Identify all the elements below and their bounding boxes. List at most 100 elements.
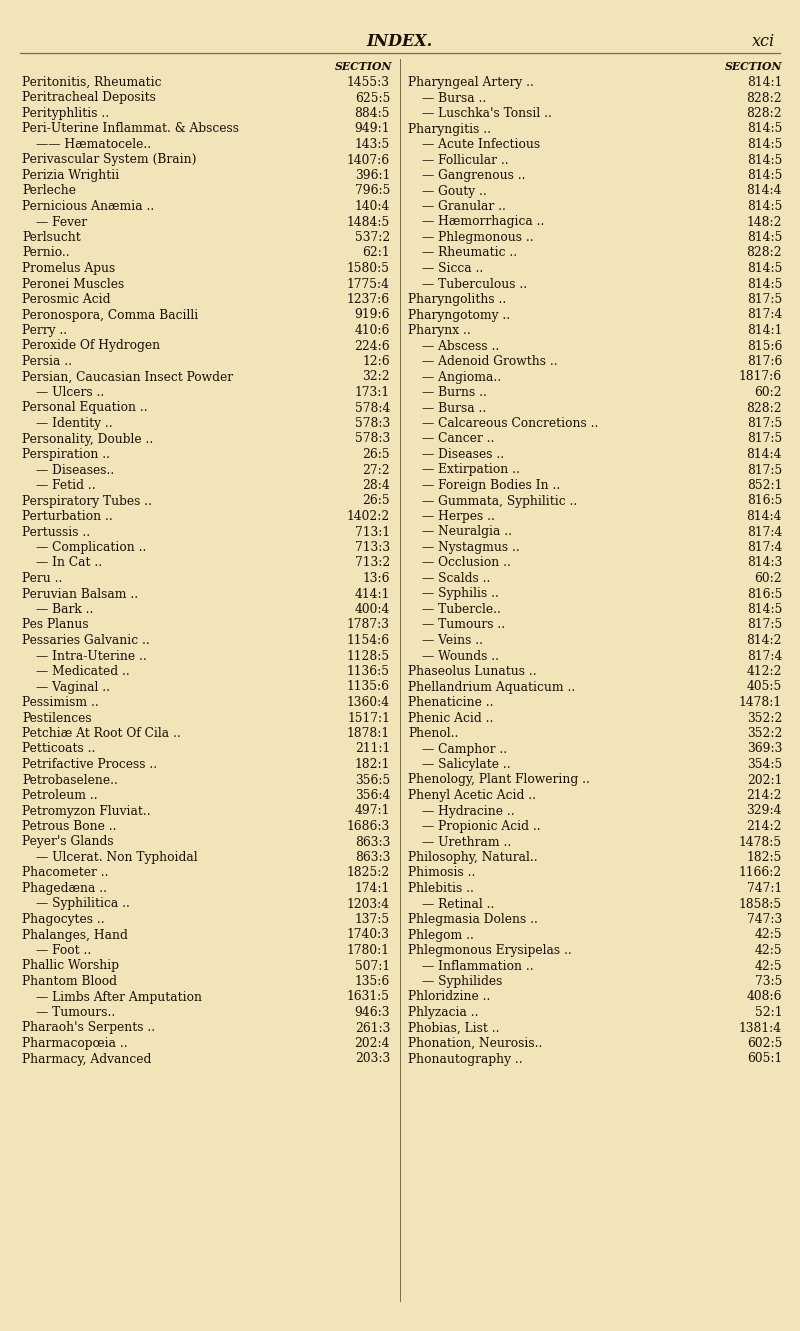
Text: Phonation, Neurosis..: Phonation, Neurosis.. [408, 1037, 542, 1050]
Text: 1631:5: 1631:5 [347, 990, 390, 1004]
Text: — Rheumatic ..: — Rheumatic .. [422, 246, 517, 260]
Text: — Diseases..: — Diseases.. [36, 463, 114, 476]
Text: Peritracheal Deposits: Peritracheal Deposits [22, 92, 156, 105]
Text: 1825:2: 1825:2 [346, 866, 390, 880]
Text: 211:1: 211:1 [354, 743, 390, 756]
Text: 747:3: 747:3 [746, 913, 782, 926]
Text: — Follicular ..: — Follicular .. [422, 153, 509, 166]
Text: — Syphilis ..: — Syphilis .. [422, 587, 499, 600]
Text: — Luschka's Tonsil ..: — Luschka's Tonsil .. [422, 106, 552, 120]
Text: Pharyngoliths ..: Pharyngoliths .. [408, 293, 506, 306]
Text: INDEX.: INDEX. [367, 33, 433, 51]
Text: — Gummata, Syphilitic ..: — Gummata, Syphilitic .. [422, 495, 578, 507]
Text: 12:6: 12:6 [362, 355, 390, 367]
Text: 946:3: 946:3 [354, 1006, 390, 1020]
Text: — Propionic Acid ..: — Propionic Acid .. [422, 820, 541, 833]
Text: — Foreign Bodies In ..: — Foreign Bodies In .. [422, 479, 560, 492]
Text: — Tumours..: — Tumours.. [36, 1006, 115, 1020]
Text: 202:4: 202:4 [354, 1037, 390, 1050]
Text: — Sicca ..: — Sicca .. [422, 262, 483, 276]
Text: 214:2: 214:2 [746, 820, 782, 833]
Text: 713:2: 713:2 [354, 556, 390, 570]
Text: 1686:3: 1686:3 [346, 820, 390, 833]
Text: Phellandrium Aquaticum ..: Phellandrium Aquaticum .. [408, 680, 575, 693]
Text: — Ulcerat. Non Typhoidal: — Ulcerat. Non Typhoidal [36, 851, 198, 864]
Text: Pessimism ..: Pessimism .. [22, 696, 98, 709]
Text: Pernicious Anæmia ..: Pernicious Anæmia .. [22, 200, 154, 213]
Text: 605:1: 605:1 [746, 1053, 782, 1066]
Text: Phagocytes ..: Phagocytes .. [22, 913, 105, 926]
Text: 814:2: 814:2 [746, 634, 782, 647]
Text: 405:5: 405:5 [746, 680, 782, 693]
Text: Perityphlitis ..: Perityphlitis .. [22, 106, 109, 120]
Text: 828:2: 828:2 [746, 402, 782, 414]
Text: — Complication ..: — Complication .. [36, 540, 146, 554]
Text: 852:1: 852:1 [746, 479, 782, 492]
Text: — Phlegmonous ..: — Phlegmonous .. [422, 232, 534, 244]
Text: 507:1: 507:1 [355, 960, 390, 973]
Text: 578:4: 578:4 [354, 402, 390, 414]
Text: 817:4: 817:4 [746, 650, 782, 663]
Text: Phaseolus Lunatus ..: Phaseolus Lunatus .. [408, 666, 537, 677]
Text: Perivascular System (Brain): Perivascular System (Brain) [22, 153, 197, 166]
Text: 173:1: 173:1 [355, 386, 390, 399]
Text: — Bursa ..: — Bursa .. [422, 92, 486, 105]
Text: — Abscess ..: — Abscess .. [422, 339, 499, 353]
Text: 143:5: 143:5 [354, 138, 390, 150]
Text: 224:6: 224:6 [354, 339, 390, 353]
Text: Perspiration ..: Perspiration .. [22, 449, 110, 461]
Text: — Tumours ..: — Tumours .. [422, 619, 505, 631]
Text: Promelus Apus: Promelus Apus [22, 262, 115, 276]
Text: — Cancer ..: — Cancer .. [422, 433, 494, 446]
Text: 814:5: 814:5 [746, 262, 782, 276]
Text: — Vaginal ..: — Vaginal .. [36, 680, 110, 693]
Text: 1878:1: 1878:1 [347, 727, 390, 740]
Text: Pernio..: Pernio.. [22, 246, 70, 260]
Text: — Retinal ..: — Retinal .. [422, 897, 494, 910]
Text: — Acute Infectious: — Acute Infectious [422, 138, 540, 150]
Text: 578:3: 578:3 [354, 433, 390, 446]
Text: — Adenoid Growths ..: — Adenoid Growths .. [422, 355, 558, 367]
Text: Pes Planus: Pes Planus [22, 619, 89, 631]
Text: — Angioma..: — Angioma.. [422, 370, 501, 383]
Text: 713:3: 713:3 [355, 540, 390, 554]
Text: 497:1: 497:1 [354, 804, 390, 817]
Text: 817:5: 817:5 [746, 293, 782, 306]
Text: Phlegom ..: Phlegom .. [408, 929, 474, 941]
Text: Pessaries Galvanic ..: Pessaries Galvanic .. [22, 634, 150, 647]
Text: Pestilences: Pestilences [22, 712, 92, 724]
Text: — Occlusion ..: — Occlusion .. [422, 556, 511, 570]
Text: 1402:2: 1402:2 [346, 510, 390, 523]
Text: 814:5: 814:5 [746, 122, 782, 136]
Text: 352:2: 352:2 [746, 712, 782, 724]
Text: 203:3: 203:3 [354, 1053, 390, 1066]
Text: 352:2: 352:2 [746, 727, 782, 740]
Text: 1775:4: 1775:4 [347, 277, 390, 290]
Text: Phalanges, Hand: Phalanges, Hand [22, 929, 128, 941]
Text: — In Cat ..: — In Cat .. [36, 556, 102, 570]
Text: 42:5: 42:5 [754, 944, 782, 957]
Text: 814:4: 814:4 [746, 185, 782, 197]
Text: 410:6: 410:6 [354, 323, 390, 337]
Text: 817:4: 817:4 [746, 540, 782, 554]
Text: 1407:6: 1407:6 [347, 153, 390, 166]
Text: — Identity ..: — Identity .. [36, 417, 113, 430]
Text: 863:3: 863:3 [354, 836, 390, 848]
Text: — Salicylate ..: — Salicylate .. [422, 757, 510, 771]
Text: 814:4: 814:4 [746, 510, 782, 523]
Text: Peronei Muscles: Peronei Muscles [22, 277, 124, 290]
Text: Pharmacy, Advanced: Pharmacy, Advanced [22, 1053, 151, 1066]
Text: Phenology, Plant Flowering ..: Phenology, Plant Flowering .. [408, 773, 590, 787]
Text: 814:3: 814:3 [746, 556, 782, 570]
Text: 414:1: 414:1 [354, 587, 390, 600]
Text: 1478:1: 1478:1 [739, 696, 782, 709]
Text: — Nystagmus ..: — Nystagmus .. [422, 540, 520, 554]
Text: — Foot ..: — Foot .. [36, 944, 91, 957]
Text: Pharynx ..: Pharynx .. [408, 323, 470, 337]
Text: 817:5: 817:5 [746, 619, 782, 631]
Text: — Diseases ..: — Diseases .. [422, 449, 504, 461]
Text: 1166:2: 1166:2 [738, 866, 782, 880]
Text: Phimosis ..: Phimosis .. [408, 866, 475, 880]
Text: 140:4: 140:4 [354, 200, 390, 213]
Text: Perizia Wrightii: Perizia Wrightii [22, 169, 119, 182]
